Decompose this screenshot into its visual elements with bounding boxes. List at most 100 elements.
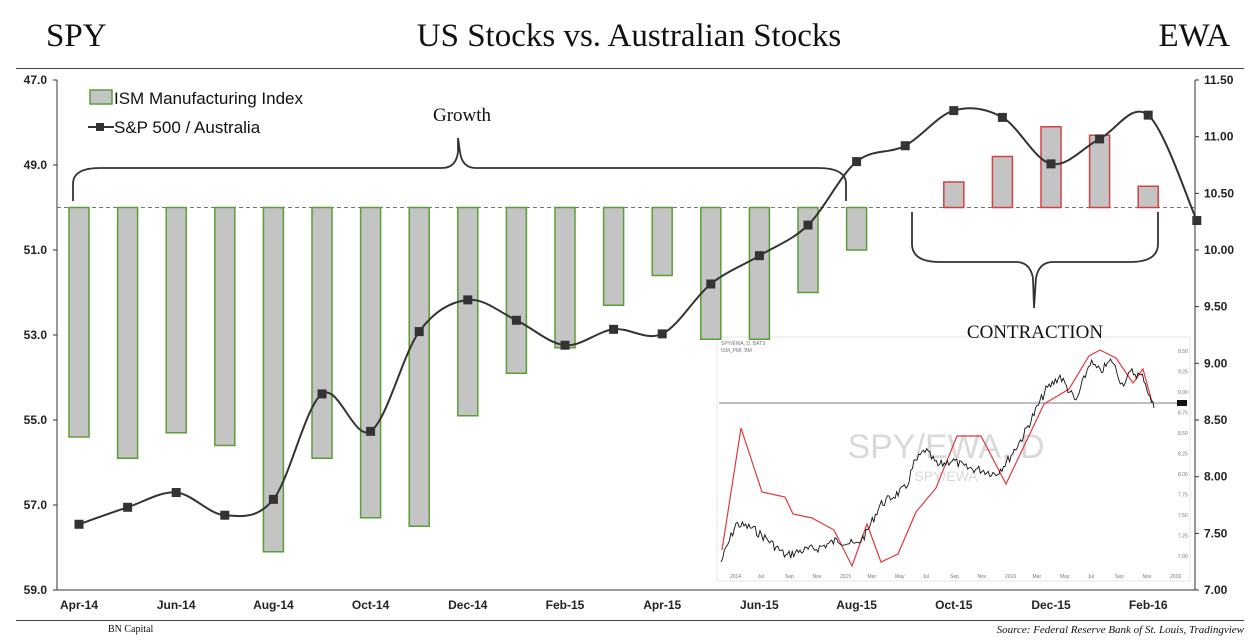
inset-y-label: 9.00 [1178,390,1188,396]
inset-y-label: 7.75 [1178,493,1188,499]
ratio-point-mar-16 [1192,216,1202,226]
right-tick-label: 11.50 [1204,73,1234,87]
ratio-point-jul-15 [803,220,813,230]
x-axis-ticks: Apr-14 Jun-14 Aug-14 Oct-14 Dec-14 Feb-15 Apr-… [60,598,1168,612]
footer-source: Source: Federal Reserve Bank of St. Loui… [996,624,1244,636]
x-tick-label: Jun-15 [740,598,779,612]
inset-x-labels: 2014 Jul Sep Nov 2015 Mar May Jul Sep Nov 2016 Mar M… [730,574,1181,580]
inset-x-label: Jul [758,574,764,580]
x-tick-label: Oct-15 [935,598,973,612]
ratio-point-may-14 [123,502,133,512]
ism-bars [68,126,1159,553]
inset-watermark-title: SPY/EWA, D [847,428,1044,466]
left-tick-label: 59.0 [24,583,48,597]
inset-chart: SPY/EWA, D, BATS ISM_PMI, BM SPY/EWA, D … [716,336,1191,582]
ism-bar-nov-14 [408,206,430,527]
ism-bar-jul-14 [214,206,236,447]
inset-x-label: 2014 [730,574,741,580]
ratio-point-sep-14 [317,389,327,399]
x-tick-label: Dec-15 [1031,598,1071,612]
inset-y-label: 8.25 [1178,452,1188,458]
x-tick-label: Apr-14 [60,598,98,612]
ism-bar-aug-15 [845,206,868,251]
inset-y-label: 8.50 [1178,431,1188,437]
inset-price-marker [1177,400,1187,406]
left-tick-label: 51.0 [24,243,48,257]
legend-label-ism: ISM Manufacturing Index [114,89,303,108]
x-tick-label: Aug-15 [836,598,877,612]
x-tick-label: Jun-14 [157,598,196,612]
inset-x-label: Nov [978,574,987,580]
inset-header-line1: SPY/EWA, D, BATS [721,341,766,347]
footer-divider [16,620,1244,621]
ism-bar-jul-15 [797,206,819,294]
ratio-point-sep-15 [900,141,910,151]
inset-y-label: 7.50 [1178,513,1188,519]
right-tick-label: 8.00 [1204,470,1228,484]
inset-watermark-subtitle: SPY/EWA [914,468,978,484]
inset-x-label: 2016 [1170,574,1181,580]
inset-y-label: 9.50 [1178,349,1188,355]
inset-x-label: Sep [1115,574,1124,580]
right-tick-label: 9.00 [1204,356,1228,370]
inset-y-label: 8.75 [1178,411,1188,417]
ratio-point-aug-14 [268,494,278,504]
inset-x-label: Sep [950,574,959,580]
right-tick-label: 9.50 [1204,300,1228,314]
right-tick-label: 11.00 [1204,130,1234,144]
ism-bar-feb-16 [1137,185,1159,209]
right-tick-label: 7.00 [1204,583,1228,597]
ratio-point-feb-16 [1143,110,1153,120]
ism-bar-may-15 [700,206,722,340]
chart-title: US Stocks vs. Australian Stocks [416,18,842,54]
ratio-point-feb-15 [560,340,570,350]
right-axis-ticks: 11.50 11.00 10.50 10.00 9.50 9.00 8.50 8.00 7.50… [1195,73,1234,597]
ratio-point-oct-14 [366,426,376,436]
footer-brand: BN Capital [108,624,154,635]
ratio-point-jan-16 [1095,134,1105,144]
ratio-point-jan-15 [511,315,521,325]
left-axis-ticks: 47.0 49.0 51.0 53.0 55.0 57.0 59.0 [24,73,57,597]
ratio-point-nov-15 [997,112,1007,122]
ism-bar-jan-15 [505,206,528,374]
inset-x-label: May [895,574,905,580]
left-tick-label: 53.0 [24,328,48,342]
ratio-point-oct-15 [949,106,959,116]
left-tick-label: 47.0 [24,73,48,87]
inset-price-line [720,358,1155,563]
x-tick-label: Oct-14 [352,598,390,612]
inset-x-label: Mar [1033,574,1042,580]
ism-bar-aug-14 [262,206,285,553]
inset-x-label: Jul [1088,574,1094,580]
left-tick-label: 57.0 [24,498,48,512]
ism-bar-dec-14 [457,206,479,417]
x-tick-label: Feb-16 [1129,598,1168,612]
right-tick-label: 10.00 [1204,243,1234,257]
growth-brace [72,137,847,201]
left-ticker-label: SPY [46,18,107,54]
x-tick-label: Apr-15 [643,598,681,612]
inset-x-label: 2016 [1005,574,1016,580]
ratio-point-mar-15 [609,324,619,334]
ism-bar-oct-15 [943,181,965,209]
inset-x-label: Sep [785,574,794,580]
ratio-point-jun-15 [754,251,764,261]
ism-bar-feb-15 [554,206,576,349]
left-tick-label: 55.0 [24,413,48,427]
legend-swatch-ism [89,89,113,105]
ratio-point-apr-15 [657,329,667,339]
ratio-point-apr-14 [74,519,84,529]
right-tick-label: 7.50 [1204,526,1228,540]
x-tick-label: Aug-14 [253,598,294,612]
right-tick-label: 8.50 [1204,413,1228,427]
inset-y-labels: 9.50 9.25 9.00 8.75 8.50 8.25 8.00 7.75 7.50 7.25… [1178,349,1188,560]
inset-y-label: 8.00 [1178,472,1188,478]
ratio-point-jun-14 [171,488,181,498]
sp500-australia-points [74,106,1202,529]
x-tick-label: Feb-15 [546,598,585,612]
legend-label-ratio: S&P 500 / Australia [114,118,261,137]
left-tick-label: 49.0 [24,158,48,172]
inset-x-label: 2015 [840,574,851,580]
ratio-point-nov-14 [414,327,424,337]
right-tick-label: 10.50 [1204,186,1234,200]
